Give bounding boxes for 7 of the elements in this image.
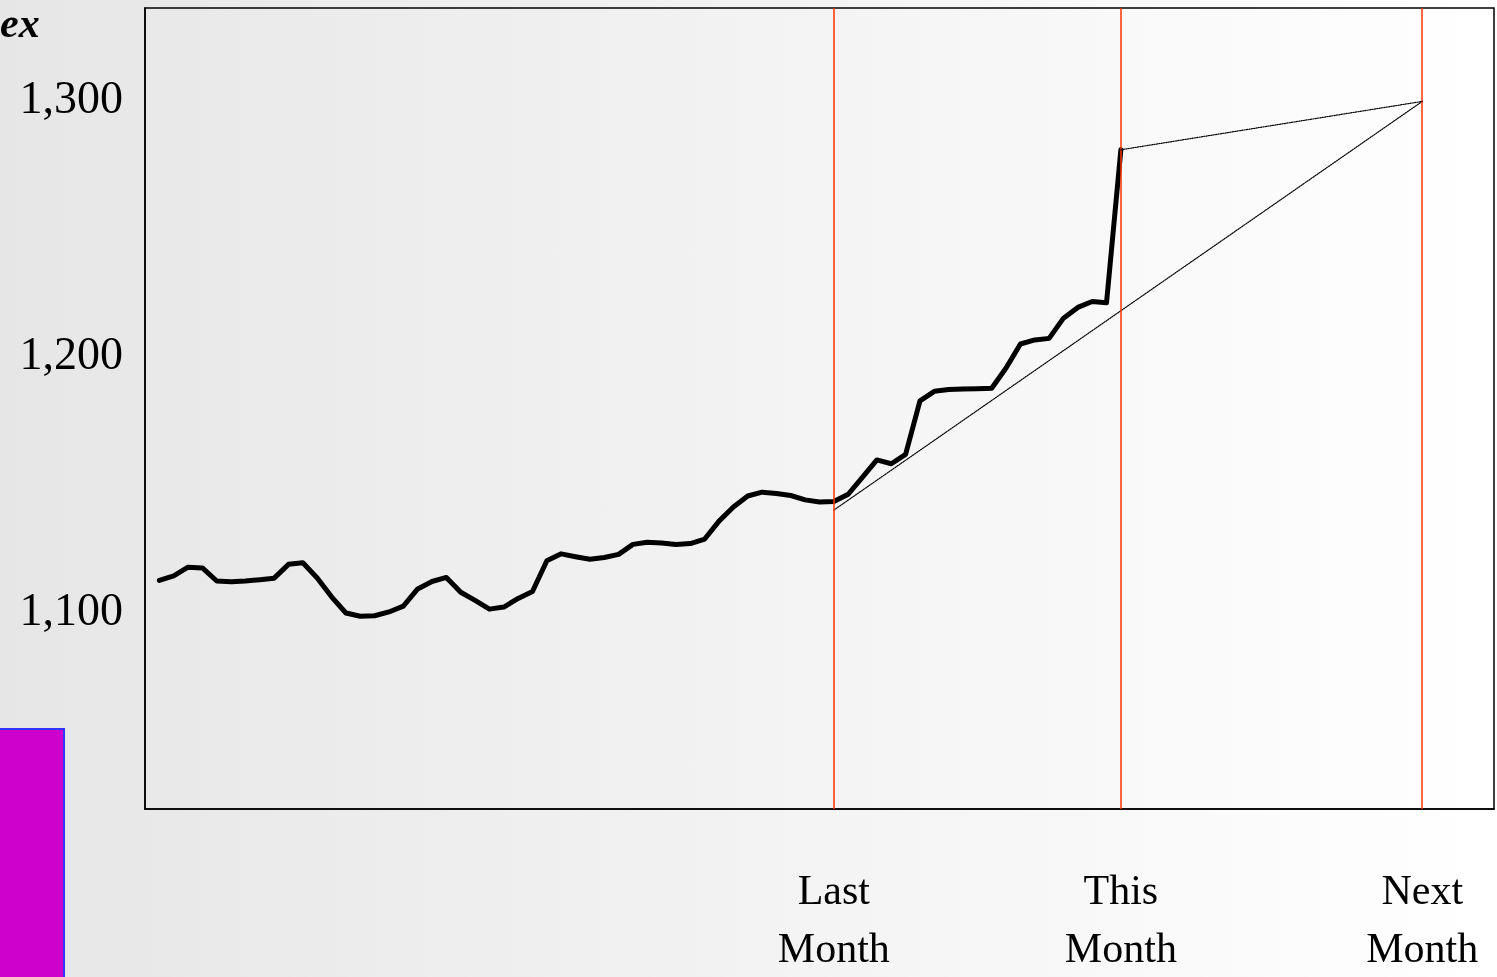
x-tick-label: This Month <box>1064 867 1177 971</box>
y-tick-label: 1,300 <box>19 72 123 124</box>
y-tick-label: 1,100 <box>19 583 123 635</box>
x-tick-label: Last Month <box>777 867 890 971</box>
x-tick-label: Next Month <box>1366 867 1479 971</box>
y-tick-label: 1,200 <box>19 327 123 379</box>
y-axis-title: ex <box>0 0 40 46</box>
